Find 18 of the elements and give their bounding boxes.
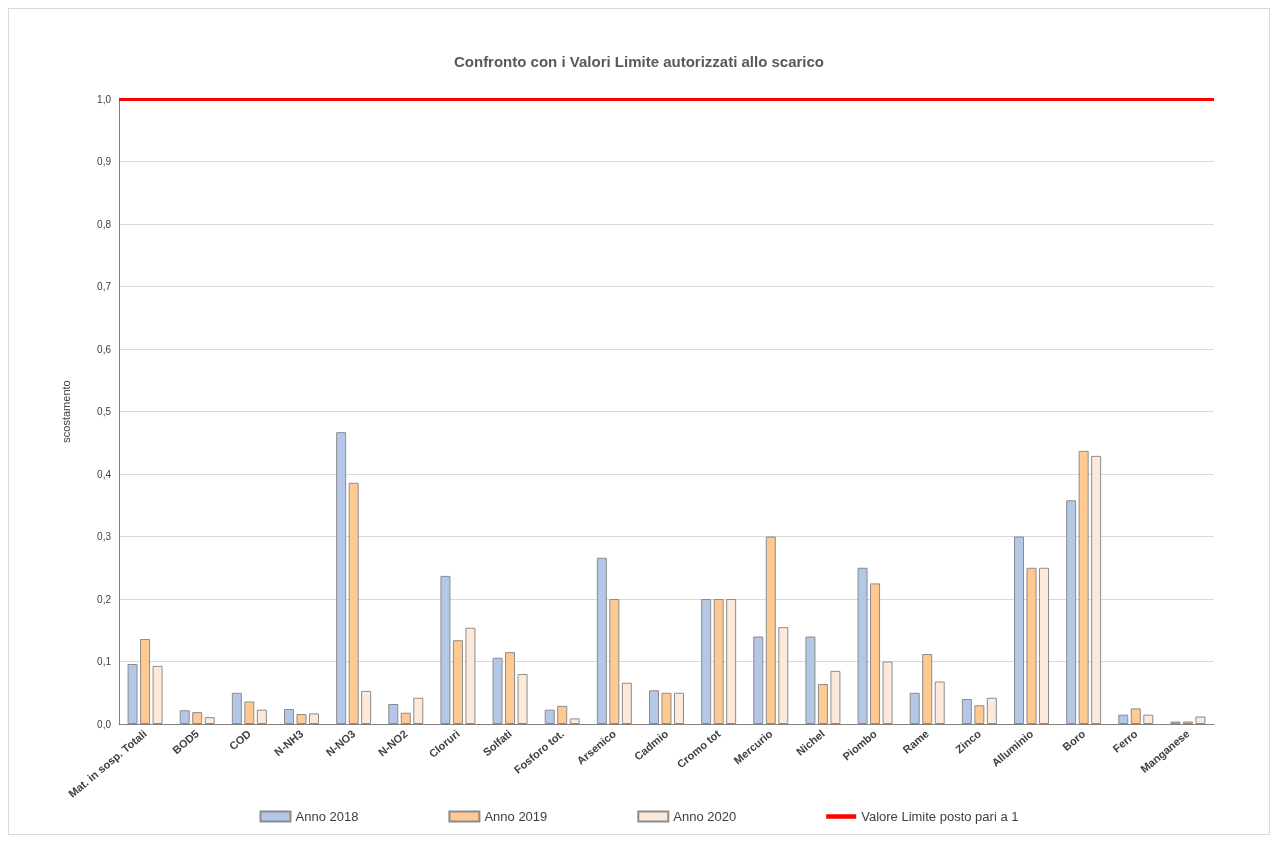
legend-label: Anno 2018 bbox=[295, 809, 359, 824]
y-tick-label: 0,6 bbox=[97, 343, 112, 355]
y-tick-label: 0,5 bbox=[97, 406, 112, 417]
y-tick-label: 1,0 bbox=[97, 93, 112, 105]
legend-label: Anno 2020 bbox=[673, 809, 737, 824]
legend-label: Anno 2019 bbox=[484, 809, 548, 824]
legend-label: Valore Limite posto pari a 1 bbox=[861, 809, 1019, 824]
y-tick-label: 0,7 bbox=[97, 281, 112, 292]
y-axis-title: scostamento bbox=[59, 380, 72, 443]
y-tick-label: 0,9 bbox=[97, 156, 112, 167]
y-tick-label: 0,3 bbox=[97, 531, 112, 542]
chart-title: Confronto con i Valori Limite autorizzati allo scarico bbox=[453, 53, 825, 70]
y-tick-label: 0,4 bbox=[97, 468, 112, 480]
y-tick-label: 0,0 bbox=[97, 718, 112, 730]
y-tick-label: 0,2 bbox=[97, 593, 112, 605]
y-tick-label: 0,8 bbox=[97, 218, 112, 230]
x-tick-label: COD bbox=[226, 727, 254, 753]
y-tick-label: 0,1 bbox=[97, 656, 112, 667]
